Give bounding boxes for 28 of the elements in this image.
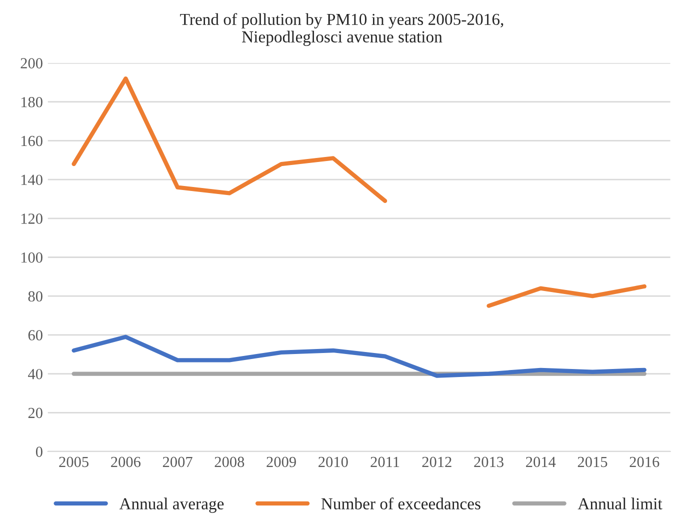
y-tick-label: 200 [20,58,42,68]
x-tick-label: 2014 [526,456,556,468]
y-tick-label: 100 [21,252,42,263]
x-tick-label: 2013 [474,456,504,468]
x-tick-label: 2009 [266,456,296,468]
legend-label: Annual limit [578,498,662,510]
y-tick-label: 20 [28,408,42,418]
x-tick-label: 2005 [59,456,88,468]
y-tick-label: 140 [21,174,42,185]
x-tick-label: 2011 [370,456,400,468]
chart-title: Trend of pollution by PM10 in years 2005-2016, Niepodleglosci avenue station [180,13,504,46]
y-tick-label: 160 [21,136,42,146]
x-tick-label: 2015 [578,456,608,468]
x-tick-label: 2008 [214,456,244,468]
x-tick-label: 2016 [630,456,660,468]
x-tick-label: 2012 [422,456,452,468]
y-tick-label: 60 [28,330,42,340]
x-tick-label: 2006 [111,456,141,468]
y-tick-label: 180 [21,96,42,108]
x-tick-label: 2010 [318,456,348,468]
y-tick-label: 0 [36,446,42,457]
y-tick-label: 40 [28,368,42,380]
legend-label: Annual average [119,498,224,513]
y-tick-label: 80 [28,291,42,302]
line-series [72,334,646,378]
y-tick-label: 120 [21,214,42,224]
x-tick-label: 2007 [162,456,192,468]
legend-label: Number of exceedances [321,498,480,510]
